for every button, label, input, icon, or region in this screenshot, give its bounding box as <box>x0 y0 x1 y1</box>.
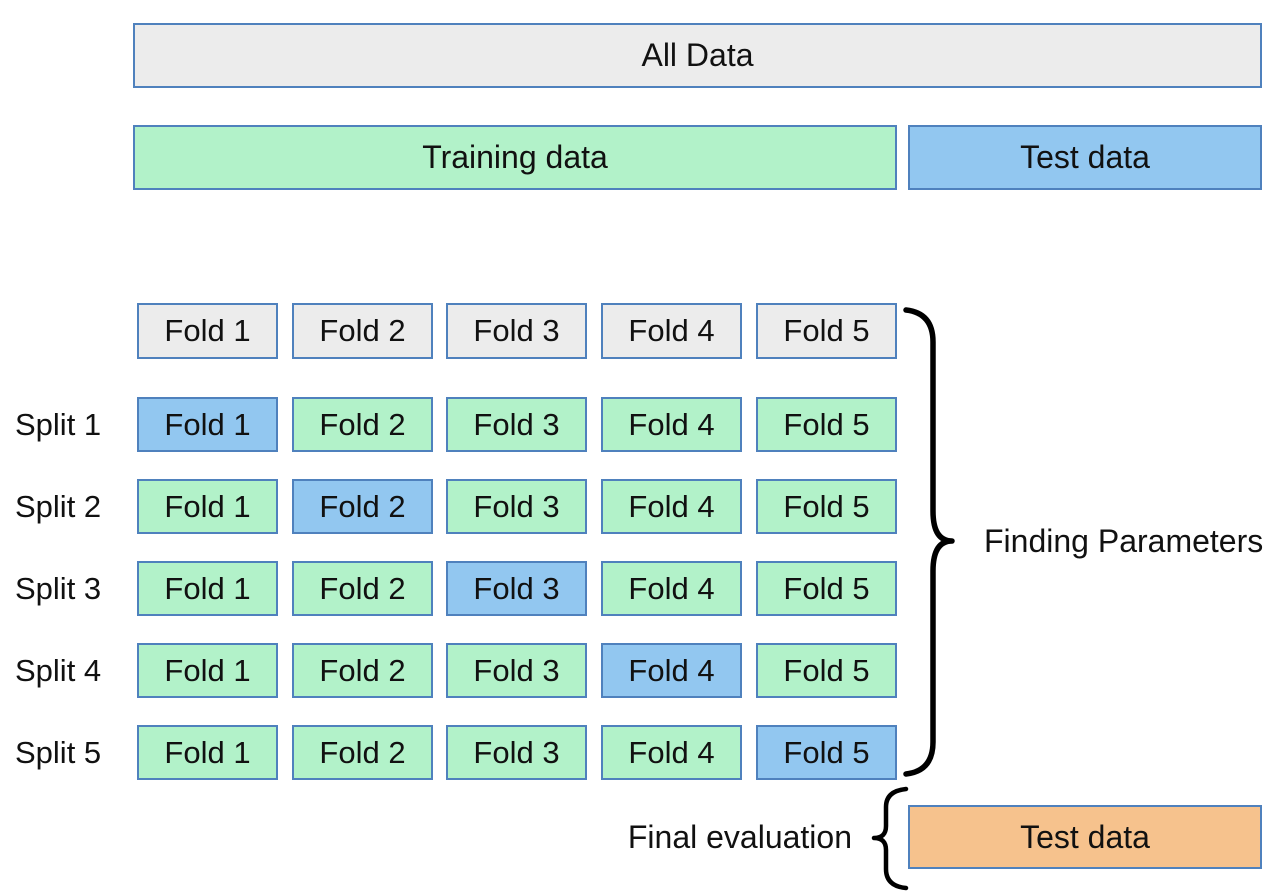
final-test-data-box: Test data <box>908 805 1262 869</box>
fold-box-train: Fold 4 <box>601 397 742 452</box>
fold-box-test: Fold 3 <box>446 561 587 616</box>
fold-box-test: Fold 1 <box>137 397 278 452</box>
fold-box-train: Fold 1 <box>137 479 278 534</box>
fold-box-train: Fold 4 <box>601 561 742 616</box>
final-evaluation-label: Final evaluation <box>627 819 852 855</box>
fold-box-train: Fold 5 <box>756 643 897 698</box>
fold-box-train: Fold 2 <box>292 643 433 698</box>
all-data-label: All Data <box>641 37 754 73</box>
fold-box-train: Fold 2 <box>292 725 433 780</box>
fold-box-train: Fold 3 <box>446 479 587 534</box>
split-label: Split 2 <box>15 488 102 524</box>
fold-box-train: Fold 2 <box>292 397 433 452</box>
fold-header-box: Fold 5 <box>756 303 897 359</box>
finding-parameters-label: Finding Parameters <box>984 523 1264 559</box>
split-label: Split 5 <box>15 734 102 770</box>
split-label: Split 3 <box>15 570 102 606</box>
fold-box-train: Fold 3 <box>446 397 587 452</box>
fold-header-box: Fold 1 <box>137 303 278 359</box>
training-data-label: Training data <box>422 139 608 175</box>
split-label: Split 4 <box>15 652 102 688</box>
fold-box-train: Fold 4 <box>601 725 742 780</box>
fold-box-train: Fold 1 <box>137 561 278 616</box>
fold-box-train: Fold 3 <box>446 725 587 780</box>
fold-header-box: Fold 2 <box>292 303 433 359</box>
fold-box-train: Fold 1 <box>137 643 278 698</box>
fold-box-train: Fold 2 <box>292 561 433 616</box>
fold-box-train: Fold 1 <box>137 725 278 780</box>
fold-box-test: Fold 5 <box>756 725 897 780</box>
training-data-bar: Training data <box>133 125 897 190</box>
split-label: Split 1 <box>15 406 102 442</box>
all-data-bar: All Data <box>133 23 1262 88</box>
fold-box-train: Fold 3 <box>446 643 587 698</box>
fold-box-train: Fold 4 <box>601 479 742 534</box>
fold-box-test: Fold 4 <box>601 643 742 698</box>
fold-header-box: Fold 3 <box>446 303 587 359</box>
final-test-data-label: Test data <box>1020 818 1150 855</box>
test-data-bar: Test data <box>908 125 1262 190</box>
fold-header-box: Fold 4 <box>601 303 742 359</box>
fold-box-test: Fold 2 <box>292 479 433 534</box>
fold-box-train: Fold 5 <box>756 561 897 616</box>
fold-box-train: Fold 5 <box>756 479 897 534</box>
fold-box-train: Fold 5 <box>756 397 897 452</box>
test-data-label: Test data <box>1020 139 1150 175</box>
